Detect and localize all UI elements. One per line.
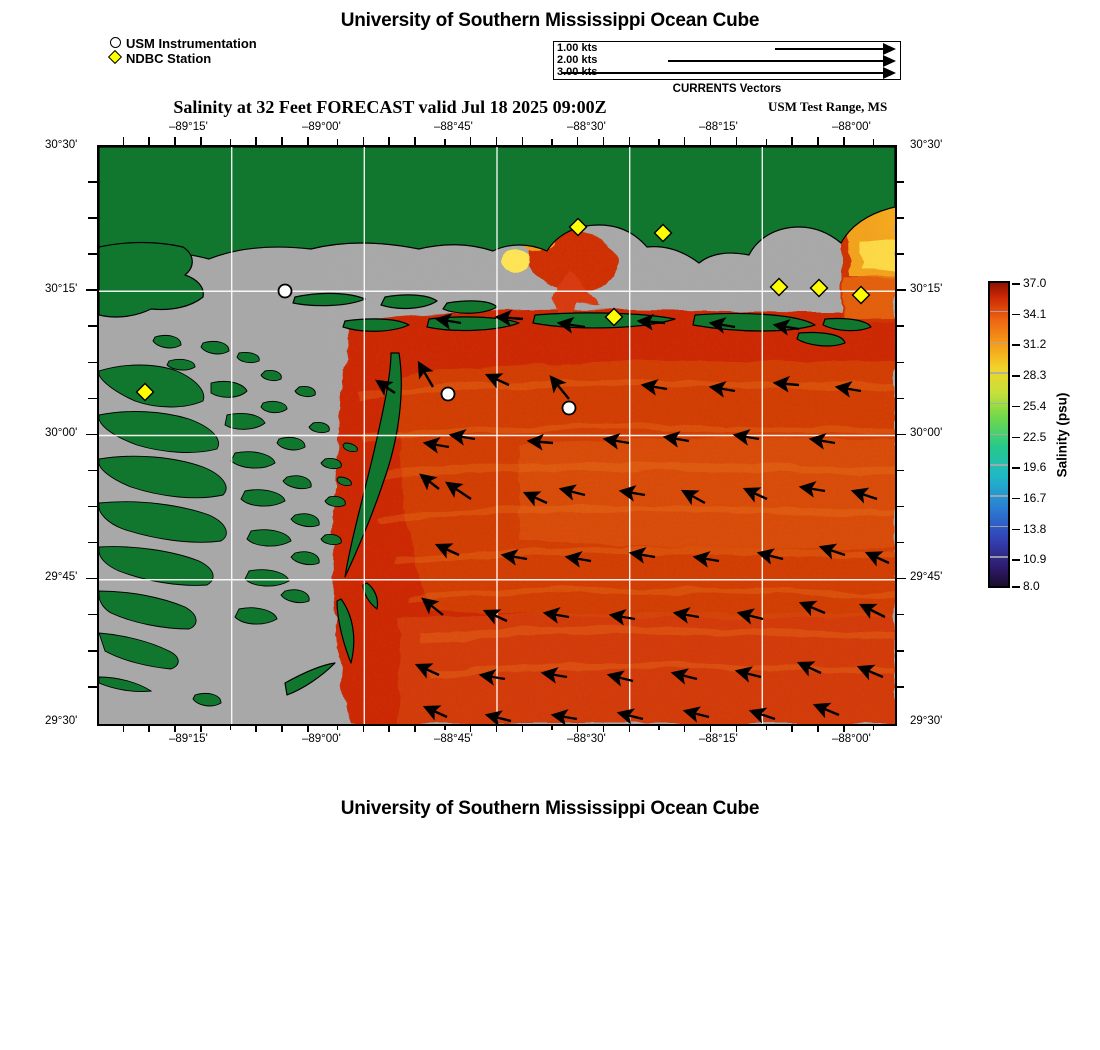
x-tick-label-top-3: –88°30' <box>567 121 606 133</box>
x-tick-label-bottom-5: –88°00' <box>832 733 871 745</box>
colorbar-tick-1 <box>1012 313 1020 316</box>
vector-shaft-icon <box>775 48 883 50</box>
vector-shaft-icon <box>561 72 883 74</box>
colorbar-label-9: 10.9 <box>1023 552 1047 567</box>
colorbar-label-0: 37.0 <box>1023 276 1047 290</box>
colorbar-tick-4 <box>1012 405 1020 408</box>
y-tick-label-right-0: 30°30' <box>910 139 943 151</box>
colorbar-label-4: 25.4 <box>1023 398 1047 413</box>
colorbar-tick-2 <box>1012 344 1020 346</box>
x-tick-label-bottom-1: –89°00' <box>302 733 341 745</box>
salinity-map[interactable] <box>97 145 897 726</box>
colorbar-label-7: 16.7 <box>1023 490 1047 505</box>
vector-shaft-icon <box>668 60 883 62</box>
vector-arrowhead-icon <box>883 43 896 55</box>
x-tick-label-top-4: –88°15' <box>699 121 738 133</box>
legend-label-ndbc: NDBC Station <box>126 51 212 66</box>
y-tick-label-left-1: 30°15' <box>45 283 78 295</box>
vector-arrowhead-icon <box>883 67 896 79</box>
currents-legend-row-2: 2.00 kts <box>554 54 900 67</box>
x-tick-label-bottom-4: –88°15' <box>699 733 738 745</box>
currents-legend-row-1: 1.00 kts <box>554 42 900 55</box>
colorbar-label-1: 34.1 <box>1023 306 1047 321</box>
delta-marsh <box>99 334 358 707</box>
x-tick-label-top-1: –89°00' <box>302 121 341 133</box>
x-tick-label-bottom-3: –88°30' <box>567 733 606 745</box>
x-tick-label-bottom-2: –88°45' <box>434 733 473 745</box>
footer-title: University of Southern Mississippi Ocean… <box>340 798 760 819</box>
vector-arrowhead-icon <box>883 55 896 67</box>
colorbar-tick-6 <box>1012 467 1020 469</box>
colorbar-tick-7 <box>1012 497 1020 500</box>
colorbar-tick-0 <box>1012 283 1020 285</box>
colorbar-tick-8 <box>1012 528 1020 531</box>
legend-label-usm: USM Instrumentation <box>126 36 257 51</box>
colorbar-tick-9 <box>1012 559 1020 561</box>
map-subtitle: Salinity at 32 Feet FORECAST valid Jul 1… <box>173 97 607 117</box>
y-tick-label-left-2: 30°00' <box>45 427 78 439</box>
y-tick-label-right-2: 30°00' <box>910 427 943 439</box>
currents-vector-legend: 1.00 kts 2.00 kts 3.00 kts <box>553 41 901 80</box>
map-graphics <box>99 147 895 724</box>
legend-item-ndbc-station: NDBC Station <box>107 49 257 66</box>
y-tick-label-left-4: 29°30' <box>45 715 78 727</box>
currents-legend-caption: CURRENTS Vectors <box>672 83 782 95</box>
marker-legend: USM Instrumentation NDBC Station <box>107 36 257 66</box>
x-tick-label-top-2: –88°45' <box>434 121 473 133</box>
map-gridlines <box>99 147 895 724</box>
ndbc-station-markers <box>135 217 871 402</box>
y-tick-label-right-1: 30°15' <box>910 283 943 295</box>
colorbar-tick-3 <box>1012 375 1020 377</box>
colorbar-label-3: 28.3 <box>1023 368 1047 383</box>
yellow-diamond-marker-icon <box>107 49 126 66</box>
colorbar-label-8: 13.8 <box>1023 521 1047 536</box>
colorbar-gradient <box>988 281 1010 588</box>
x-tick-label-top-0: –89°15' <box>169 121 208 133</box>
currents-legend-label-2: 2.00 kts <box>557 54 598 66</box>
y-tick-label-left-3: 29°45' <box>45 571 78 583</box>
y-tick-label-right-4: 29°30' <box>910 715 943 727</box>
map-canvas <box>99 147 895 724</box>
white-circle-marker-icon <box>108 36 126 51</box>
y-tick-label-left-0: 30°30' <box>45 139 78 151</box>
colorbar-tick-5 <box>1012 436 1020 438</box>
y-tick-label-right-3: 29°45' <box>910 571 943 583</box>
currents-legend-label-1: 1.00 kts <box>557 42 598 54</box>
legend-item-usm-instrumentation: USM Instrumentation <box>108 36 257 51</box>
test-range-label: USM Test Range, MS <box>768 99 888 114</box>
usm-instrumentation-markers <box>277 283 577 416</box>
x-tick-label-top-5: –88°00' <box>832 121 871 133</box>
colorbar-tick-10 <box>1012 586 1020 588</box>
colorbar-label-2: 31.2 <box>1023 337 1047 352</box>
currents-legend-row-3: 3.00 kts <box>554 66 900 79</box>
colorbar-label-10: 8.0 <box>1023 579 1040 593</box>
colorbar-label-6: 19.6 <box>1023 460 1047 475</box>
x-tick-label-bottom-0: –89°15' <box>169 733 208 745</box>
page-title: University of Southern Mississippi Ocean… <box>340 10 760 31</box>
colorbar-label-5: 22.5 <box>1023 429 1047 444</box>
salinity-colorbar[interactable]: 37.0 34.1 31.2 28.3 25.4 22.5 19.6 16.7 … <box>988 276 1070 593</box>
current-vectors <box>375 309 890 724</box>
colorbar-axis-title: Salinity (psu) <box>1054 392 1070 478</box>
